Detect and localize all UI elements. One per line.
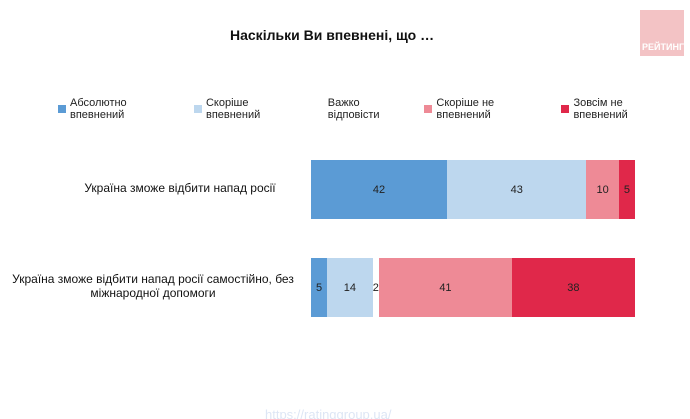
legend-swatch bbox=[193, 105, 202, 113]
bar-segment: 14 bbox=[327, 258, 373, 317]
bar-segment: 42 bbox=[311, 160, 448, 219]
data-label: 38 bbox=[567, 281, 580, 294]
legend-item: Скоріше не впевнений bbox=[424, 97, 551, 121]
legend-swatch bbox=[315, 105, 324, 113]
legend-item: Зовсім не впевнений bbox=[561, 97, 680, 121]
data-label: 14 bbox=[343, 281, 356, 294]
rating-logo: РЕЙТИНГ bbox=[640, 10, 684, 56]
legend: Абсолютно впевнений Скоріше впевнений Важк… bbox=[58, 97, 690, 121]
data-label: 41 bbox=[439, 281, 452, 294]
bar-segment: 2 bbox=[372, 258, 380, 317]
legend-item: Скоріше впевнений bbox=[193, 97, 306, 121]
bar-segment: 43 bbox=[447, 160, 587, 219]
bar-segment: 10 bbox=[586, 160, 619, 219]
category-label: Україна зможе відбити напад росії bbox=[84, 181, 276, 195]
data-label: 5 bbox=[316, 281, 323, 294]
legend-label: Зовсім не впевнений bbox=[573, 97, 628, 121]
legend-label: Абсолютно впевнений bbox=[70, 97, 127, 121]
bar-segment: 41 bbox=[379, 258, 512, 317]
logo-text: РЕЙТИНГ bbox=[642, 42, 685, 52]
legend-swatch bbox=[424, 105, 433, 113]
bar-segment: 5 bbox=[618, 160, 635, 219]
legend-swatch bbox=[58, 105, 66, 113]
bar-segment: 5 bbox=[311, 258, 328, 317]
footer-url: https://ratinggroup.ua/ bbox=[265, 407, 392, 419]
category-label: Україна зможе відбити напад росії самост… bbox=[12, 272, 294, 300]
data-label: 42 bbox=[372, 183, 386, 196]
legend-label: Важко відповісти bbox=[327, 97, 380, 121]
legend-swatch bbox=[561, 105, 570, 113]
data-label: 10 bbox=[596, 183, 609, 196]
legend-item: Абсолютно впевнений bbox=[58, 97, 184, 121]
data-label: 5 bbox=[623, 183, 630, 196]
legend-label: Скоріше не впевнений bbox=[436, 97, 495, 121]
legend-label: Скоріше впевнений bbox=[205, 97, 261, 121]
chart-title: Наскільки Ви впевнені, що … bbox=[230, 27, 435, 43]
bar-segment: 38 bbox=[511, 258, 635, 317]
data-label: 43 bbox=[510, 183, 523, 196]
legend-item: Важко відповісти bbox=[315, 97, 415, 121]
data-label: 2 bbox=[372, 281, 379, 294]
